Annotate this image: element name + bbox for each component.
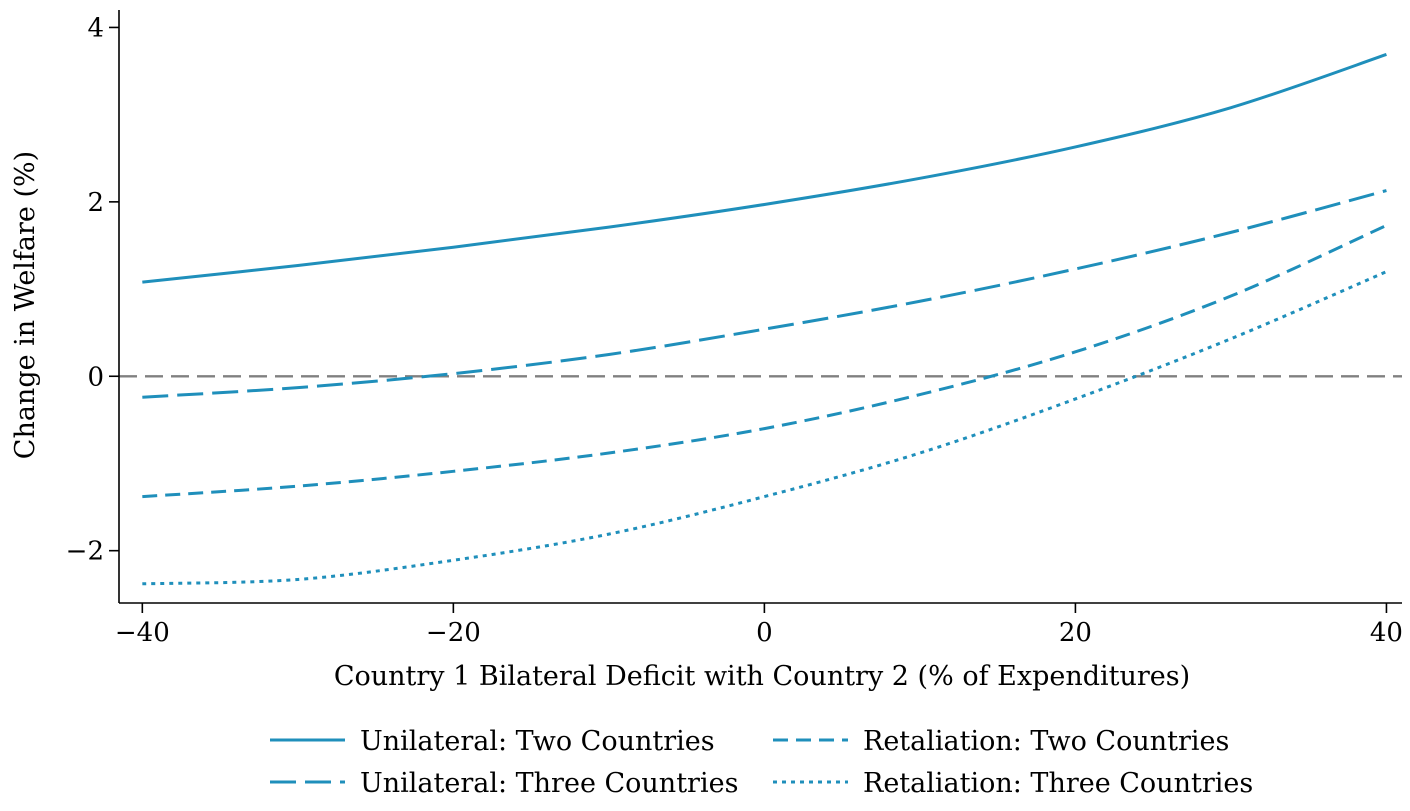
series-line-unilateral-two-countries bbox=[142, 53, 1387, 284]
legend-item-unilateral-three-countries: Unilateral: Three Countries bbox=[270, 768, 738, 799]
x-tick-label: −20 bbox=[426, 618, 481, 648]
series-line-unilateral-three-countries bbox=[142, 189, 1387, 399]
series-line-retaliation-two-countries bbox=[142, 224, 1388, 499]
y-axis-title: Change in Welfare (%) bbox=[10, 151, 41, 459]
x-axis-title: Country 1 Bilateral Deficit with Country… bbox=[334, 661, 1190, 692]
legend: Unilateral: Two Countries Unilateral: Thr… bbox=[270, 726, 1253, 799]
legend-label: Unilateral: Three Countries bbox=[360, 768, 738, 799]
legend-item-unilateral-two-countries: Unilateral: Two Countries bbox=[270, 726, 715, 757]
legend-label: Unilateral: Two Countries bbox=[360, 726, 715, 757]
legend-item-retaliation-two-countries: Retaliation: Two Countries bbox=[773, 726, 1229, 757]
legend-item-retaliation-three-countries: Retaliation: Three Countries bbox=[773, 768, 1253, 799]
legend-label: Retaliation: Two Countries bbox=[863, 726, 1229, 757]
y-tick-label: 4 bbox=[87, 13, 104, 43]
y-tick-label: −2 bbox=[66, 537, 104, 567]
x-tick-label: 40 bbox=[1370, 618, 1403, 648]
x-tick-label: 0 bbox=[756, 618, 773, 648]
y-tick-label: 2 bbox=[87, 188, 104, 218]
plot-area bbox=[119, 53, 1402, 586]
series-line-retaliation-three-countries bbox=[142, 270, 1388, 586]
legend-label: Retaliation: Three Countries bbox=[863, 768, 1253, 799]
x-tick-label: 20 bbox=[1059, 618, 1092, 648]
x-tick-label: −40 bbox=[115, 618, 170, 648]
y-tick-label: 0 bbox=[87, 362, 104, 392]
